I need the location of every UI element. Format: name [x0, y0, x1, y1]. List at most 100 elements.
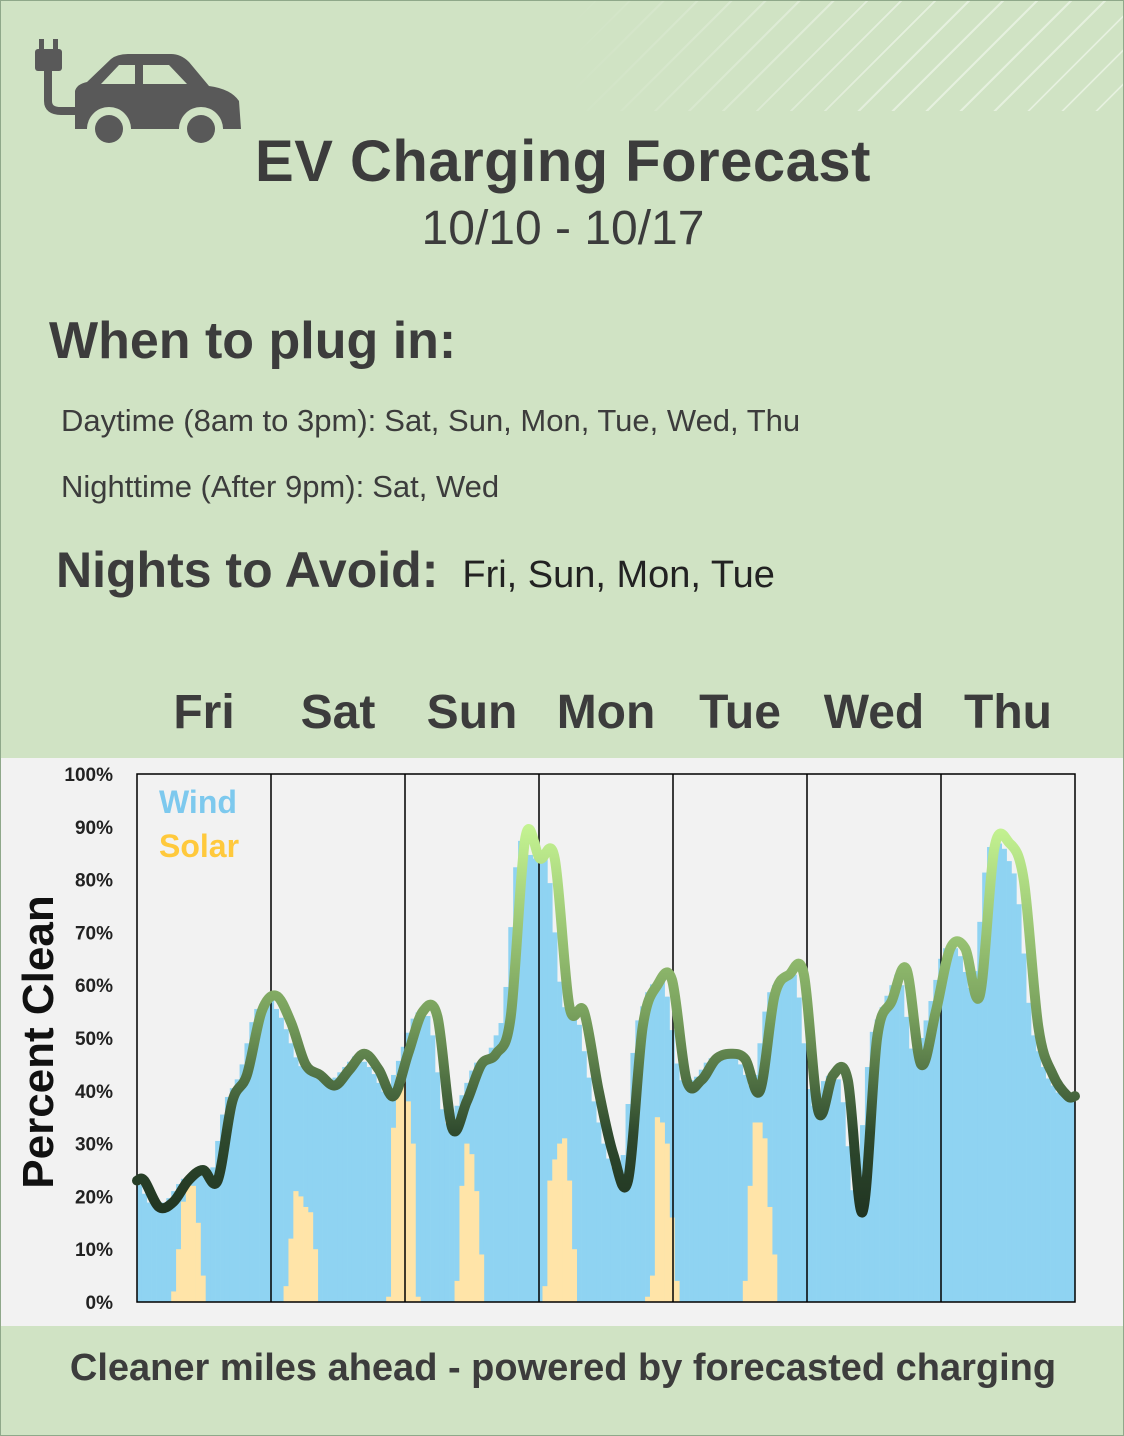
wind-bar — [361, 1061, 367, 1302]
wind-bar — [1045, 1078, 1051, 1302]
solar-bar — [293, 1191, 299, 1302]
wind-bar — [879, 1007, 885, 1302]
ev-car-plug-icon — [35, 39, 241, 151]
wind-bar — [229, 1088, 236, 1302]
wind-bar — [259, 1003, 265, 1302]
wind-bar — [444, 1123, 450, 1302]
wind-bar — [708, 1058, 714, 1302]
wind-bar — [977, 921, 983, 1302]
solar-bar — [298, 1196, 304, 1302]
wind-bar — [1035, 1051, 1042, 1302]
wind-bar — [737, 1064, 744, 1302]
wind-bar — [781, 974, 788, 1302]
solar-bar — [562, 1138, 568, 1302]
solar-bar — [547, 1180, 553, 1302]
wind-bar — [947, 948, 954, 1302]
wind-bar — [718, 1054, 724, 1302]
wind-bar — [991, 845, 998, 1302]
wind-bar — [820, 1081, 827, 1302]
wind-bar — [488, 1047, 494, 1302]
wind-bar — [483, 1055, 490, 1302]
wind-bar — [640, 1006, 646, 1302]
day-header-sat: Sat — [300, 686, 376, 739]
wind-bar — [478, 1059, 485, 1302]
y-tick-label: 20% — [75, 1187, 113, 1208]
wind-bar — [366, 1067, 372, 1302]
wind-bar — [303, 1069, 309, 1302]
y-tick-label: 0% — [86, 1293, 114, 1314]
clean-percent-line — [132, 824, 1080, 1218]
date-range: 10/10 - 10/17 — [421, 202, 705, 255]
wind-bar — [987, 847, 993, 1302]
wind-bar — [273, 1008, 279, 1302]
avoid-row: Nights to Avoid: Fri, Sun, Mon, Tue — [56, 541, 775, 599]
decorative-stripes — [563, 1, 1123, 111]
legend-wind: Wind — [159, 784, 237, 820]
wind-bar — [801, 1043, 807, 1302]
wind-bar — [850, 1190, 856, 1302]
wind-bar — [542, 858, 548, 1302]
wind-bar — [224, 1096, 231, 1302]
wind-bar — [728, 1056, 734, 1302]
wind-bar — [1011, 873, 1017, 1302]
solar-bar — [171, 1291, 177, 1302]
clean-energy-chart: 0% 10% 20% 30% 40% 50% 60% 70% 80% 90% 100% Percent… — [14, 765, 1080, 1314]
wind-bar — [1060, 1096, 1066, 1302]
wind-bar — [161, 1202, 167, 1302]
wind-bar — [918, 1038, 924, 1302]
wind-bar — [552, 932, 558, 1302]
solar-bar — [566, 1180, 573, 1302]
wind-bar — [967, 987, 973, 1302]
wind-bar — [625, 1104, 631, 1302]
solar-bar — [571, 1249, 577, 1302]
solar-bar — [469, 1154, 475, 1302]
wind-bar — [171, 1191, 177, 1302]
solar-bar — [283, 1286, 289, 1302]
daytime-label: Daytime (8am to 3pm): — [61, 403, 377, 438]
wind-bar — [508, 927, 514, 1302]
wind-bar — [811, 1105, 817, 1302]
wind-bar — [576, 1024, 582, 1302]
wind-bar — [513, 867, 519, 1302]
wind-bar — [278, 1017, 284, 1302]
wind-bar — [425, 1016, 431, 1302]
y-tick-label: 90% — [75, 818, 113, 839]
wind-bar — [806, 1089, 812, 1302]
wind-bar — [312, 1076, 319, 1302]
legend-solar: Solar — [159, 828, 239, 864]
solar-bar — [464, 1143, 470, 1302]
wind-bar — [1070, 1096, 1076, 1302]
wind-bar — [298, 1066, 304, 1302]
wind-bar — [791, 974, 797, 1302]
solar-bar — [478, 1254, 485, 1302]
wind-bar — [1031, 1035, 1037, 1302]
wind-bar — [913, 1055, 919, 1302]
solar-bar — [649, 1275, 656, 1302]
wind-bar — [200, 1175, 206, 1302]
wind-bar — [518, 840, 524, 1302]
wind-bar — [635, 1020, 641, 1302]
wind-bar — [498, 1023, 504, 1302]
wind-bar — [669, 1030, 675, 1302]
wind-bar — [146, 1202, 152, 1302]
wind-bar — [415, 1012, 421, 1302]
solar-bar — [307, 1212, 314, 1302]
daytime-days: Sat, Sun, Mon, Tue, Wed, Thu — [384, 403, 801, 438]
solar-bar — [474, 1191, 480, 1302]
wind-bar — [581, 1051, 587, 1302]
day-header-fri: Fri — [173, 686, 235, 739]
wind-bar — [386, 1089, 392, 1302]
wind-bar — [645, 992, 651, 1302]
y-tick-label: 40% — [75, 1082, 113, 1103]
solar-bar — [185, 1175, 192, 1302]
wind-bar — [371, 1074, 377, 1302]
wind-bar — [449, 1114, 455, 1302]
wind-bar — [493, 1035, 499, 1302]
wind-bar — [679, 1080, 685, 1302]
wind-bar — [557, 981, 563, 1302]
solar-bar — [757, 1122, 763, 1302]
solar-bar — [190, 1185, 196, 1302]
wind-bar — [884, 995, 890, 1302]
wind-bar — [772, 985, 778, 1302]
wind-bar — [1065, 1096, 1071, 1302]
